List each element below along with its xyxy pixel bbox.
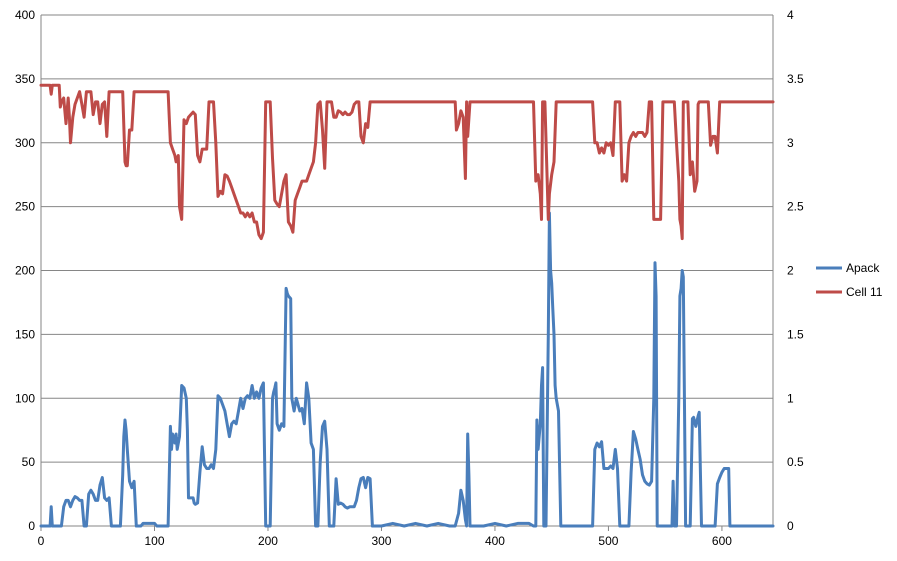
y2-tick-label: 2.5 [787,200,804,214]
y-tick-label: 50 [22,455,36,469]
series-lines [39,83,775,528]
y2-tick-label: 0.5 [787,455,804,469]
y-tick-label: 150 [15,327,35,341]
y2-tick-label: 0 [787,519,794,533]
y2-axis-tick-labels: 0 0.5 1 1.5 2 2.5 3 3.5 4 [787,8,804,533]
y2-tick-label: 3 [787,136,794,150]
legend-label: Cell 11 [846,285,883,299]
y2-tick-label: 1 [787,391,794,405]
y-tick-label: 300 [15,136,35,150]
x-tick-label: 300 [371,534,391,548]
x-tick-label: 400 [485,534,505,548]
x-tick-label: 200 [258,534,278,548]
series-line-apack [39,211,775,528]
x-tick-label: 100 [144,534,164,548]
x-tick-label: 0 [38,534,45,548]
gridlines [41,14,773,463]
y2-tick-label: 2 [787,264,794,278]
x-axis-tick-labels: 0 100 200 300 400 500 600 [38,534,733,548]
x-tick-label: 600 [712,534,732,548]
y-tick-label: 200 [15,264,35,278]
y2-tick-label: 4 [787,8,794,22]
x-tick-label: 500 [598,534,618,548]
y-tick-label: 400 [15,8,35,22]
legend-label: Apack [846,261,880,275]
y2-tick-label: 1.5 [787,327,804,341]
y-tick-label: 250 [15,200,35,214]
y-axis-tick-labels: 0 50 100 150 200 250 300 350 400 [15,8,35,533]
y2-tick-label: 3.5 [787,72,804,86]
y-tick-label: 100 [15,391,35,405]
series-line-cell-11 [39,83,775,241]
legend: Apack Cell 11 [816,261,883,299]
y-tick-label: 350 [15,72,35,86]
y-tick-label: 0 [28,519,35,533]
